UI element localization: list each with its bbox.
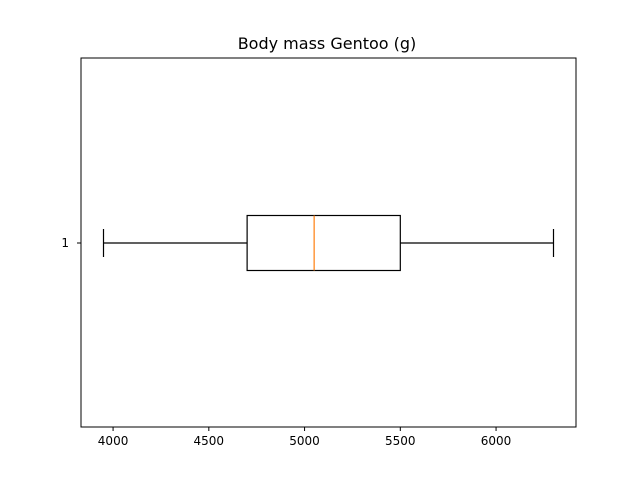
x-tick-label: 5000 [289,434,320,448]
y-tick-label: 1 [61,236,69,250]
axes-frame [80,57,577,428]
plot-area: 1 4000 4500 5000 5500 6000 [61,57,577,448]
x-tick-label: 5500 [385,434,416,448]
x-tick-label: 4000 [98,434,129,448]
chart-title: Body mass Gentoo (g) [238,34,417,53]
box-iqr [246,214,401,272]
x-tick-label: 6000 [481,434,512,448]
x-tick-label: 4500 [194,434,225,448]
